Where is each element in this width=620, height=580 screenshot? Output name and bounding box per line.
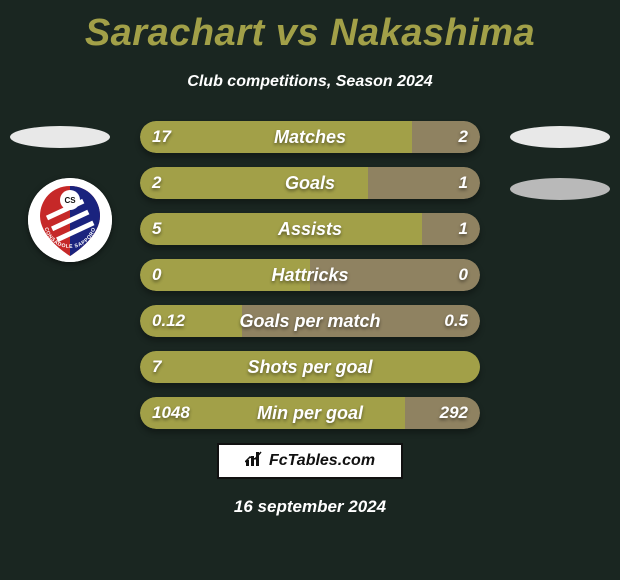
stat-value-left: 17 xyxy=(152,121,171,153)
subtitle: Club competitions, Season 2024 xyxy=(0,73,620,91)
stat-row: Shots per goal7 xyxy=(140,351,480,383)
stat-value-right: 2 xyxy=(459,121,468,153)
stat-value-right: 0.5 xyxy=(444,305,468,337)
club-left-logo: CS CONSADOLE SAPPORO xyxy=(28,178,112,262)
stat-label: Shots per goal xyxy=(140,351,480,383)
stat-label: Min per goal xyxy=(140,397,480,429)
stat-value-right: 1 xyxy=(459,213,468,245)
stat-value-right: 1 xyxy=(459,167,468,199)
stat-value-left: 0 xyxy=(152,259,161,291)
stat-value-left: 2 xyxy=(152,167,161,199)
stat-row: Matches17 2 xyxy=(140,121,480,153)
player-right-avatar xyxy=(510,126,610,148)
comparison-bars: Matches172Goals21Assists51Hattricks00Goa… xyxy=(140,121,480,429)
stat-value-left: 7 xyxy=(152,351,161,383)
stat-row: Hattricks0 0 xyxy=(140,259,480,291)
page-title: Sarachart vs Nakashima xyxy=(0,0,620,55)
stat-label: Hattricks xyxy=(140,259,480,291)
club-right-avatar xyxy=(510,178,610,200)
stat-row: Min per goal1048 292 xyxy=(140,397,480,429)
stat-row: Assists5 1 xyxy=(140,213,480,245)
stat-row: Goals per match0.12 0.5 xyxy=(140,305,480,337)
player-left-avatar xyxy=(10,126,110,148)
chart-icon xyxy=(245,451,263,472)
stat-value-left: 0.12 xyxy=(152,305,185,337)
stat-value-right: 0 xyxy=(459,259,468,291)
svg-text:CS: CS xyxy=(64,196,76,205)
stat-value-left: 1048 xyxy=(152,397,190,429)
stat-label: Goals per match xyxy=(140,305,480,337)
source-text: FcTables.com xyxy=(269,452,375,470)
date-text: 16 september 2024 xyxy=(0,497,620,517)
stat-label: Goals xyxy=(140,167,480,199)
stat-value-right: 292 xyxy=(440,397,468,429)
stat-label: Matches xyxy=(140,121,480,153)
stat-label: Assists xyxy=(140,213,480,245)
stat-row: Goals2 1 xyxy=(140,167,480,199)
source-box: FcTables.com xyxy=(217,443,403,479)
stat-value-left: 5 xyxy=(152,213,161,245)
